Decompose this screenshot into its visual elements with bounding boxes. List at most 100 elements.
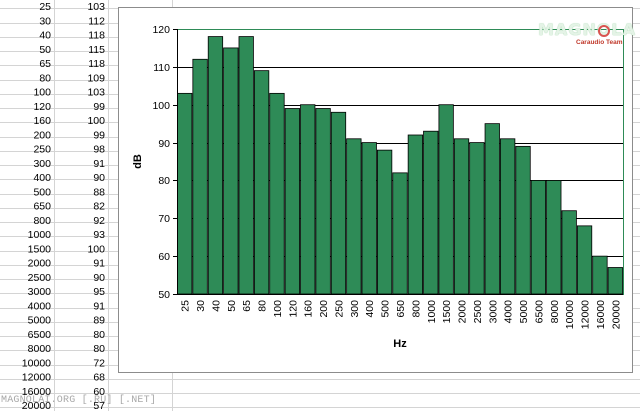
cell-hz[interactable]: 500	[33, 186, 51, 198]
bar-300[interactable]	[346, 138, 362, 295]
cell-db[interactable]: 90	[93, 172, 105, 184]
bar-1500[interactable]	[438, 104, 454, 295]
cell-db[interactable]: 60	[93, 386, 105, 398]
cell-hz[interactable]: 30	[39, 15, 51, 27]
cell-db[interactable]: 100	[87, 243, 105, 255]
cell-hz[interactable]: 2500	[28, 272, 52, 284]
bar-25[interactable]	[177, 92, 193, 295]
cell-db[interactable]: 72	[93, 357, 105, 369]
cell-hz[interactable]: 65	[39, 58, 51, 70]
chart-area[interactable]: 50 60 70 80 90 100 110 120 25 30 40 50 65 80 100 120 160…	[118, 7, 633, 373]
cell-hz[interactable]: 20000	[22, 400, 51, 411]
bar-40[interactable]	[207, 36, 224, 295]
bar-20000[interactable]	[607, 267, 623, 295]
cell-hz[interactable]: 400	[33, 172, 51, 184]
bar-2000[interactable]	[453, 138, 470, 295]
cell-db[interactable]: 109	[87, 72, 105, 84]
x-tick-label: 50	[226, 300, 238, 312]
cell-hz[interactable]: 800	[33, 215, 51, 227]
cell-hz[interactable]: 650	[33, 201, 51, 213]
logo-subtitle: Caraudio Team	[576, 39, 623, 46]
cell-hz[interactable]: 50	[39, 44, 51, 56]
cell-hz[interactable]: 120	[33, 101, 51, 113]
cell-hz[interactable]: 160	[33, 115, 51, 127]
cell-db[interactable]: 92	[93, 215, 105, 227]
cell-hz[interactable]: 100	[33, 87, 51, 99]
cell-db[interactable]: 82	[93, 201, 105, 213]
bar-30[interactable]	[192, 58, 208, 295]
bar-120[interactable]	[284, 108, 300, 295]
bar-1000[interactable]	[423, 130, 439, 295]
y-tick-label: 90	[158, 138, 170, 150]
bar-80[interactable]	[253, 70, 270, 295]
bar-160[interactable]	[300, 104, 316, 295]
bar-50[interactable]	[223, 47, 239, 295]
cell-hz[interactable]: 6500	[28, 329, 52, 341]
cell-db[interactable]: 80	[93, 343, 105, 355]
cell-hz[interactable]: 5000	[28, 315, 52, 327]
cell-db[interactable]: 89	[93, 315, 105, 327]
bar-16000[interactable]	[592, 255, 608, 295]
cell-db[interactable]: 91	[93, 158, 105, 170]
cell-hz[interactable]: 2000	[28, 258, 52, 270]
bar-65[interactable]	[238, 36, 254, 295]
cell-db[interactable]: 99	[93, 129, 105, 141]
bar-800[interactable]	[407, 134, 424, 295]
bar-2500[interactable]	[469, 142, 485, 295]
bar-5000[interactable]	[515, 145, 531, 295]
cell-hz[interactable]: 80	[39, 72, 51, 84]
cell-hz[interactable]: 4000	[28, 300, 52, 312]
cell-hz[interactable]: 16000	[22, 386, 51, 398]
cell-hz[interactable]: 250	[33, 144, 51, 156]
cell-hz[interactable]: 40	[39, 30, 51, 42]
cell-db[interactable]: 100	[87, 115, 105, 127]
bar-650[interactable]	[392, 172, 408, 295]
cell-db[interactable]: 93	[93, 229, 105, 241]
bar-100[interactable]	[269, 92, 285, 295]
cell-db[interactable]: 118	[88, 30, 105, 42]
cell-db[interactable]: 90	[93, 272, 105, 284]
cell-db[interactable]: 99	[93, 101, 105, 113]
bar-10000[interactable]	[561, 210, 577, 295]
cell-hz[interactable]: 8000	[28, 343, 52, 355]
cell-hz[interactable]: 300	[33, 158, 51, 170]
bar-250[interactable]	[330, 111, 347, 295]
bar-4000[interactable]	[500, 138, 516, 295]
cell-hz[interactable]: 3000	[28, 286, 52, 298]
cell-hz[interactable]: 1500	[28, 243, 52, 255]
cell-db[interactable]: 118	[88, 58, 105, 70]
bar-12000[interactable]	[576, 225, 593, 295]
x-tick-label: 800	[410, 300, 422, 318]
x-tick-label: 160	[303, 300, 315, 318]
x-tick-label: 3000	[487, 300, 499, 324]
cell-hz[interactable]: 12000	[22, 372, 51, 384]
cell-db[interactable]: 80	[93, 329, 105, 341]
cell-db[interactable]: 112	[88, 15, 105, 27]
cell-db[interactable]: 95	[93, 286, 105, 298]
cell-db[interactable]: 91	[93, 300, 105, 312]
x-tick-label: 400	[364, 300, 376, 318]
bar-200[interactable]	[315, 108, 331, 295]
cell-db[interactable]: 115	[88, 44, 105, 56]
watermark-text: MAGNOLAI.ORG [.RU] [.NET]	[1, 395, 157, 406]
x-tick-label: 300	[349, 300, 361, 318]
cell-hz[interactable]: 200	[33, 129, 51, 141]
bar-400[interactable]	[361, 142, 377, 295]
bar-500[interactable]	[376, 149, 393, 295]
cell-db[interactable]: 98	[93, 144, 105, 156]
bar-8000[interactable]	[546, 180, 562, 295]
bar-3000[interactable]	[484, 123, 500, 295]
cell-hz[interactable]: 1000	[28, 229, 52, 241]
cell-db[interactable]: 91	[93, 258, 105, 270]
bar-6500[interactable]	[530, 180, 547, 295]
cell-db[interactable]: 88	[93, 186, 105, 198]
cell-db[interactable]: 103	[87, 87, 105, 99]
cell-db[interactable]: 103	[87, 1, 105, 13]
x-tick-label: 2000	[457, 300, 469, 324]
cell-db[interactable]: 57	[93, 400, 105, 411]
cell-hz[interactable]: 25	[39, 1, 51, 13]
cell-db[interactable]: 68	[93, 372, 105, 384]
cell-hz[interactable]: 10000	[22, 357, 51, 369]
x-tick-label: 200	[318, 300, 330, 318]
